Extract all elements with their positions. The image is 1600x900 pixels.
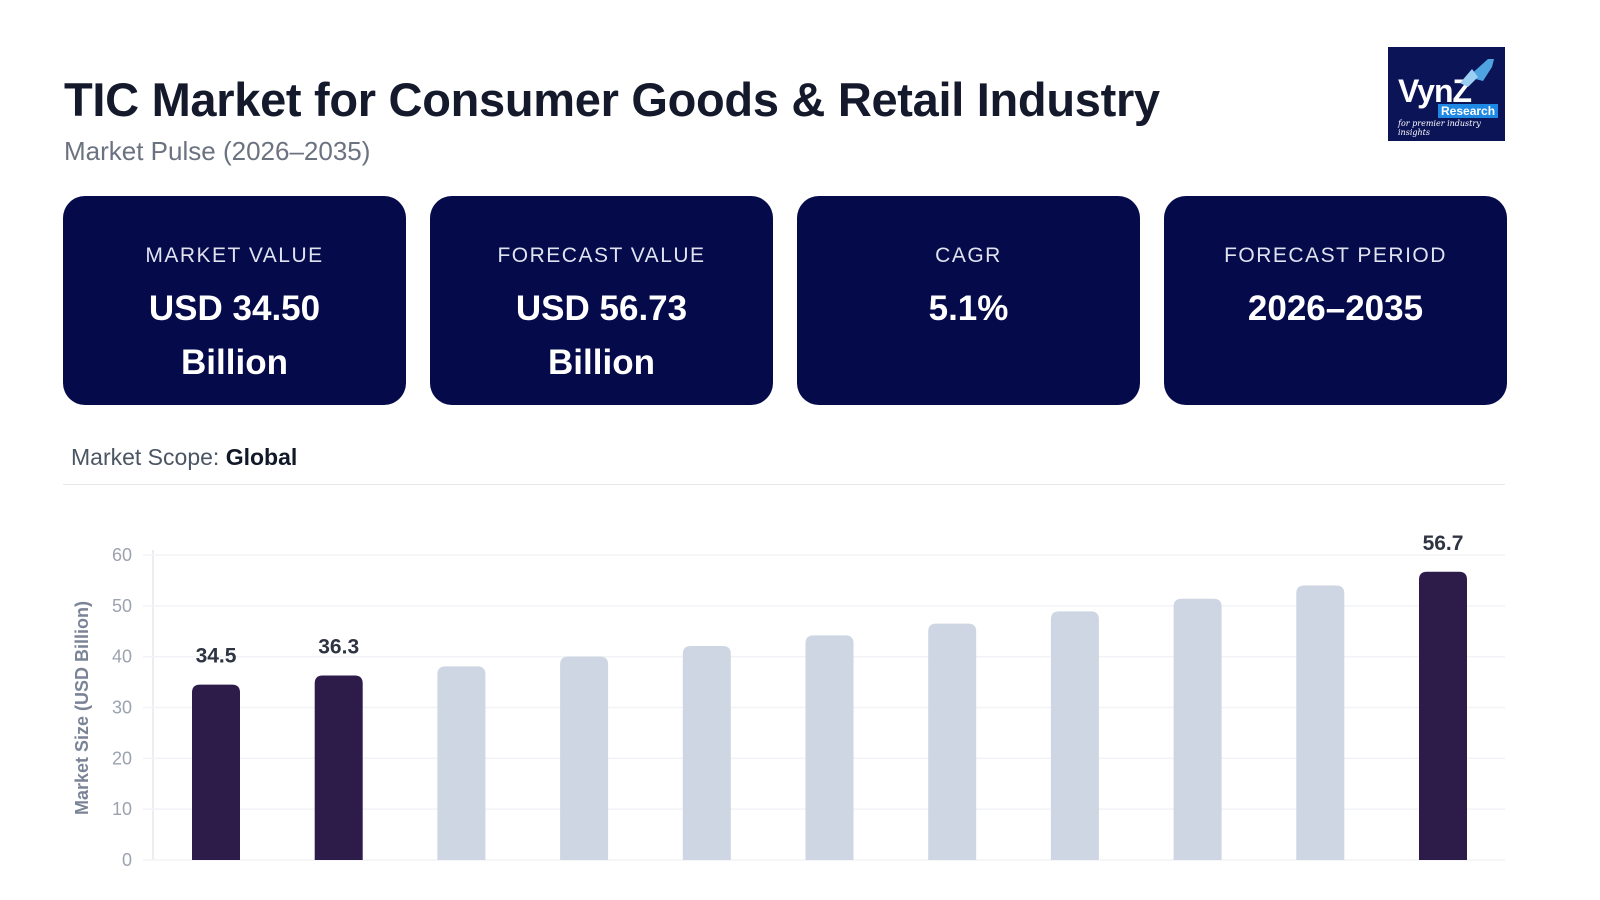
data-label: 36.3 xyxy=(318,635,359,658)
card-forecast-value: FORECAST VALUE USD 56.73 Billion xyxy=(430,196,773,405)
bar xyxy=(1173,598,1222,860)
card-value: USD 56.73 Billion xyxy=(515,289,688,382)
bar xyxy=(805,635,854,860)
logo-arrow-icon xyxy=(1460,59,1494,87)
card-value: USD 34.50 Billion xyxy=(148,289,321,382)
card-cagr: CAGR 5.1% xyxy=(797,196,1140,405)
logo-text: VynZ xyxy=(1398,73,1472,109)
bar xyxy=(192,684,240,860)
bar xyxy=(682,645,731,860)
bar xyxy=(928,623,977,860)
y-tick-label: 20 xyxy=(112,748,132,768)
bar xyxy=(560,656,609,860)
card-forecast-period: FORECAST PERIOD 2026–2035 xyxy=(1164,196,1507,405)
y-axis-label: Market Size (USD Billion) xyxy=(72,601,92,815)
page-subtitle: Market Pulse (2026–2035) xyxy=(64,136,371,166)
card-value: 2026–2035 xyxy=(1247,289,1424,328)
card-label: FORECAST VALUE xyxy=(497,244,706,267)
card-label: CAGR xyxy=(935,244,1002,267)
y-tick-label: 0 xyxy=(122,850,132,870)
card-label: FORECAST PERIOD xyxy=(1224,244,1447,267)
divider xyxy=(63,484,1505,485)
vynz-logo: VynZ Research for premier industry insig… xyxy=(1388,47,1505,141)
card-market-value: MARKET VALUE USD 34.50 Billion xyxy=(63,196,406,405)
y-tick-label: 60 xyxy=(112,545,132,565)
market-scope: Market Scope: Global xyxy=(71,444,297,471)
logo-tagline: for premier industry insights xyxy=(1398,119,1481,137)
scope-value: Global xyxy=(225,444,298,470)
bar xyxy=(437,666,486,860)
bar xyxy=(314,675,363,860)
page-title: TIC Market for Consumer Goods & Retail I… xyxy=(64,73,1160,126)
y-tick-label: 40 xyxy=(112,647,132,667)
y-tick-label: 50 xyxy=(112,596,132,616)
card-label: MARKET VALUE xyxy=(145,244,324,267)
y-tick-label: 10 xyxy=(112,799,132,819)
bar xyxy=(1419,571,1467,860)
bar xyxy=(1050,611,1099,860)
data-label: 56.7 xyxy=(1423,532,1464,555)
bar xyxy=(1296,585,1345,860)
logo-sub: Research xyxy=(1438,104,1499,118)
kpi-cards: MARKET VALUE USD 34.50 Billion FORECAST V… xyxy=(63,196,1507,405)
data-label: 34.5 xyxy=(196,645,237,668)
y-tick-label: 30 xyxy=(112,698,132,718)
scope-label: Market Scope: xyxy=(71,444,220,470)
card-value: 5.1% xyxy=(928,289,1009,328)
